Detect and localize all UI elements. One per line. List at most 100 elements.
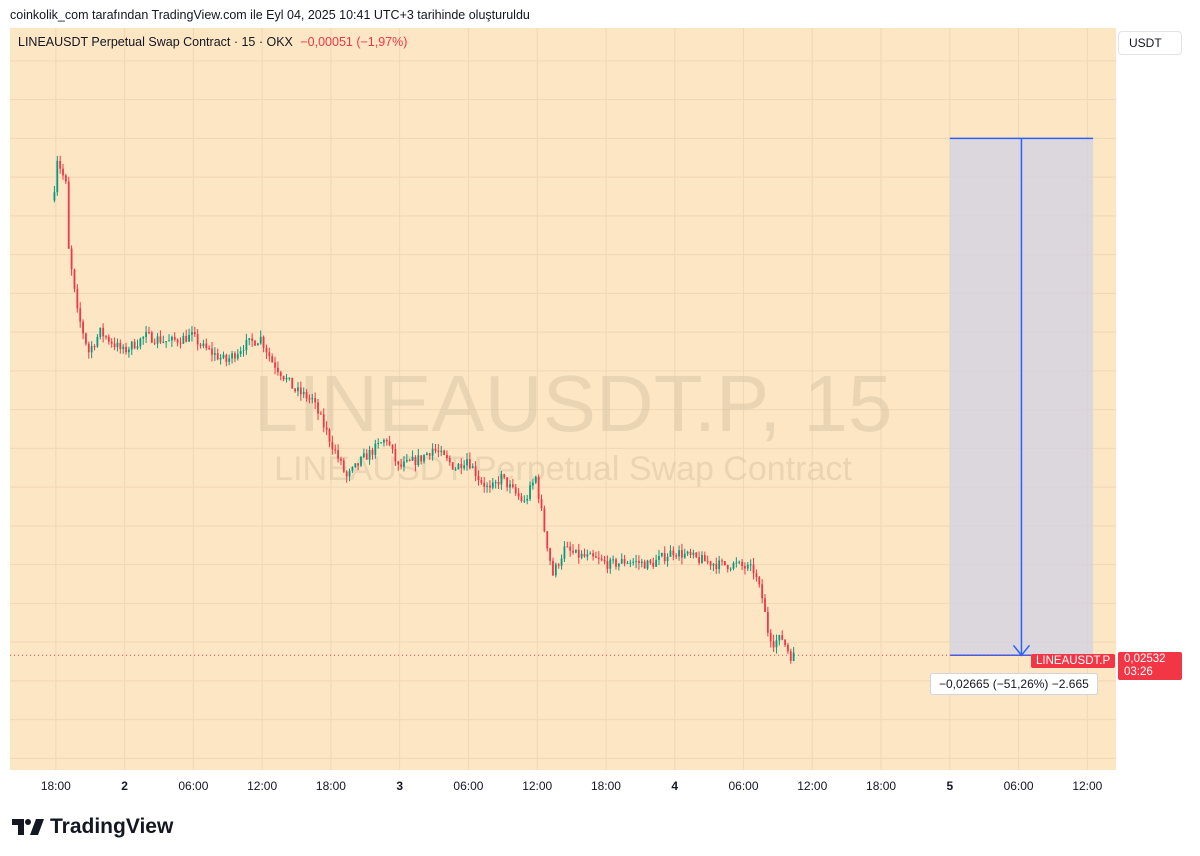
- candle-body: [583, 553, 586, 557]
- candle-body: [348, 470, 351, 477]
- candle-body: [643, 561, 646, 569]
- price-range-measure[interactable]: [949, 137, 1094, 657]
- candle-body: [196, 334, 199, 345]
- candle-body: [735, 562, 738, 564]
- time-tick-label: 06:00: [1004, 779, 1034, 793]
- candle-body: [678, 550, 680, 557]
- symbol-legend[interactable]: LINEAUSDT Perpetual Swap Contract · 15 ·…: [18, 35, 407, 49]
- candle-body: [411, 456, 414, 461]
- candle-body: [506, 477, 509, 488]
- candle-body: [701, 554, 703, 563]
- measure-arrow-head: [1012, 644, 1031, 657]
- plot-background: [10, 28, 1116, 770]
- brand-name: TradingView: [50, 815, 174, 838]
- time-axis[interactable]: 18:00 2 06:00 12:00 18:00 3 06:00 12:00 18:00 4 06…: [41, 779, 1103, 793]
- candle-body: [789, 651, 792, 661]
- candle-body: [99, 327, 102, 337]
- candle-body: [245, 340, 248, 351]
- time-tick-label: 06:00: [178, 779, 208, 793]
- candle-body: [732, 562, 735, 569]
- candle-body: [772, 641, 775, 648]
- price-chart[interactable]: LINEAUSDT.P, 15 LINEAUSDT Perpetual Swap…: [10, 28, 1116, 796]
- candle-body: [228, 358, 231, 362]
- candle-body: [139, 338, 142, 347]
- last-price-tag: 0,02532 03:26: [1118, 652, 1182, 680]
- candle-body: [150, 332, 153, 343]
- candle-body: [325, 427, 328, 430]
- candle-body: [222, 354, 225, 358]
- candle-body: [265, 347, 268, 353]
- candle-body: [787, 645, 789, 652]
- candle-body: [96, 336, 99, 347]
- candle-body: [434, 448, 437, 451]
- candle-body: [617, 563, 620, 567]
- candle-body: [695, 552, 698, 558]
- candle-body: [374, 443, 377, 455]
- time-tick-label: 12:00: [797, 779, 827, 793]
- time-tick-label: 4: [671, 779, 678, 793]
- candle-body: [251, 338, 254, 341]
- candle-body: [239, 351, 242, 355]
- candle-body: [345, 471, 348, 477]
- candle-body: [552, 560, 554, 576]
- candle-body: [219, 357, 222, 360]
- candle-body: [371, 449, 374, 455]
- candle-body: [683, 553, 686, 558]
- candle-body: [87, 343, 90, 353]
- candle-body: [655, 559, 658, 567]
- candle-body: [526, 498, 529, 501]
- tradingview-logo[interactable]: TradingView: [12, 815, 173, 839]
- candle-body: [365, 453, 368, 460]
- candle-body: [417, 455, 420, 466]
- candle-body: [500, 474, 503, 485]
- candle-body: [761, 584, 764, 599]
- candle-body: [486, 485, 488, 487]
- candle-body: [213, 353, 216, 355]
- candle-body: [752, 564, 755, 574]
- candle-body: [377, 443, 380, 445]
- time-tick-label: 18:00: [866, 779, 896, 793]
- candle-body: [205, 343, 208, 349]
- candle-body: [443, 450, 445, 455]
- tradingview-logo-icon: [12, 819, 44, 835]
- candle-body: [529, 485, 531, 499]
- candle-body: [543, 508, 546, 532]
- candle-body: [609, 559, 612, 569]
- candle-body: [360, 457, 362, 466]
- candle-body: [706, 561, 709, 563]
- candle-body: [466, 459, 468, 466]
- candle-body: [165, 341, 168, 343]
- candle-body: [199, 344, 202, 346]
- candle-body: [102, 327, 105, 337]
- candle-body: [116, 342, 119, 348]
- candle-body: [268, 352, 271, 357]
- candle-body: [423, 455, 425, 462]
- candle-body: [595, 556, 597, 558]
- candle-body: [331, 441, 334, 450]
- time-tick-label: 18:00: [591, 779, 621, 793]
- candle-body: [554, 564, 557, 576]
- candle-body: [362, 453, 365, 458]
- candle-body: [669, 550, 672, 557]
- candle-body: [597, 557, 600, 559]
- candle-body: [460, 463, 463, 469]
- candle-body: [431, 448, 434, 456]
- candle-body: [256, 343, 259, 346]
- currency-button[interactable]: USDT: [1118, 31, 1182, 55]
- candle-body: [689, 551, 692, 555]
- candle-body: [686, 551, 689, 554]
- last-price-symbol-tag: LINEAUSDT.P: [1031, 654, 1116, 668]
- candle-body: [122, 346, 125, 349]
- candle-body: [471, 466, 474, 469]
- chart-area[interactable]: LINEAUSDT.P, 15 LINEAUSDT Perpetual Swap…: [10, 28, 1116, 796]
- candle-body: [534, 476, 537, 483]
- candle-body: [145, 331, 148, 337]
- time-tick-label: 2: [121, 779, 128, 793]
- time-tick-label: 12:00: [1072, 779, 1102, 793]
- candle-body: [85, 333, 87, 344]
- candle-body: [640, 561, 643, 564]
- candle-body: [64, 175, 67, 182]
- candle-body: [451, 462, 454, 470]
- candle-body: [400, 464, 403, 467]
- candle-body: [663, 553, 666, 562]
